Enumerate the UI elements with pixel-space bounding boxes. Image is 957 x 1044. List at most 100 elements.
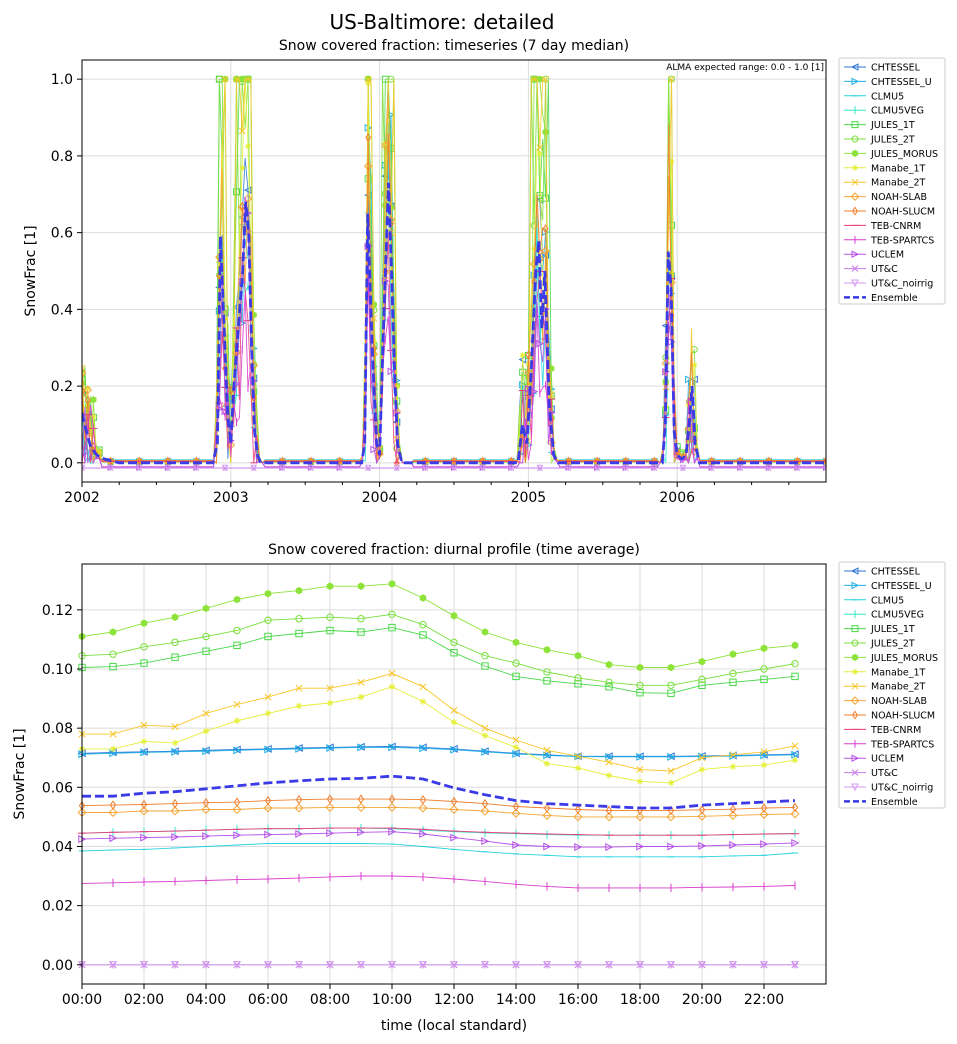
top-x-tick-label: 2002: [64, 490, 100, 506]
marker: [668, 158, 675, 165]
marker: [202, 647, 210, 655]
marker: [90, 413, 97, 420]
top-x-tick-label: 2003: [213, 490, 249, 506]
top-series-markers: [82, 75, 826, 466]
marker: [82, 386, 86, 396]
bottom-x-tick-label: 10:00: [372, 992, 412, 1008]
marker: [450, 612, 458, 620]
marker: [357, 743, 366, 752]
marker: [295, 629, 303, 638]
marker: [790, 809, 800, 819]
marker: [307, 464, 315, 472]
bottom-series-markers: [78, 669, 799, 775]
marker: [164, 464, 172, 472]
marker: [574, 843, 583, 852]
top-plot-frame: [81, 59, 827, 483]
legend-item: Ensemble: [844, 797, 918, 808]
marker: [851, 265, 859, 272]
marker: [82, 464, 86, 472]
top-y-tick-label: 0.4: [51, 302, 73, 318]
top-series-markers: [82, 212, 826, 461]
top-x-tick-label: 2004: [362, 490, 398, 506]
marker: [419, 794, 427, 805]
marker: [326, 743, 335, 752]
legend-label: Ensemble: [871, 293, 918, 304]
marker: [851, 625, 859, 633]
marker: [605, 683, 613, 691]
marker: [139, 961, 149, 970]
marker: [449, 804, 459, 815]
marker: [295, 744, 304, 753]
marker: [728, 751, 737, 760]
marker: [791, 659, 799, 668]
marker: [480, 961, 490, 970]
bottom-x-tick-label: 16:00: [558, 992, 598, 1008]
marker: [193, 464, 200, 472]
legend-label: CHTESSEL_U: [871, 581, 932, 592]
top-series-line: [82, 79, 826, 464]
marker: [388, 669, 396, 677]
marker: [851, 769, 859, 776]
marker: [215, 404, 224, 413]
marker: [605, 758, 613, 766]
top-series-markers: [82, 464, 826, 472]
bottom-y-tick-label: 0.00: [42, 958, 73, 974]
marker: [418, 743, 427, 752]
marker: [636, 752, 645, 761]
marker: [140, 619, 148, 627]
marker: [418, 961, 428, 970]
marker: [140, 738, 148, 745]
marker: [450, 719, 458, 726]
legend-label: NOAH-SLUCM: [871, 711, 935, 722]
marker: [326, 699, 334, 707]
marker: [729, 650, 737, 658]
bottom-series-markers: [78, 794, 799, 816]
marker: [387, 367, 396, 376]
bottom-x-tick-label: 18:00: [620, 992, 660, 1008]
marker: [357, 615, 365, 623]
marker: [593, 464, 601, 472]
marker: [543, 646, 551, 654]
top-y-tick-label: 1.0: [51, 72, 73, 88]
marker: [851, 149, 859, 157]
marker: [170, 961, 180, 970]
top-y-tick-label: 0.2: [51, 379, 73, 395]
marker: [636, 842, 645, 851]
marker: [250, 464, 258, 472]
bottom-series-line: [82, 686, 796, 784]
marker: [543, 746, 551, 754]
marker: [636, 681, 644, 689]
legend-frame: [838, 561, 946, 809]
top-series-line: [82, 144, 826, 465]
marker: [574, 764, 582, 772]
marker: [109, 650, 117, 658]
marker: [685, 375, 693, 384]
marker: [851, 279, 859, 288]
marker: [481, 628, 489, 636]
marker: [171, 739, 179, 747]
legend-item: JULES_1T: [844, 120, 915, 131]
marker: [264, 632, 272, 641]
marker: [604, 961, 614, 970]
legend-item: UT&C: [844, 768, 898, 779]
marker: [170, 806, 180, 816]
top-series-markers: [82, 209, 826, 471]
marker: [480, 806, 490, 816]
marker: [850, 696, 860, 705]
marker: [336, 464, 343, 472]
marker: [573, 812, 583, 822]
marker: [690, 375, 698, 384]
legend-item: CHTESSEL: [844, 63, 921, 74]
marker: [765, 464, 773, 472]
marker: [479, 464, 486, 472]
marker: [759, 961, 769, 970]
marker: [450, 833, 459, 842]
marker: [264, 745, 273, 754]
top-series-markers: [82, 75, 826, 465]
marker: [512, 659, 520, 667]
bottom-series-line: [81, 827, 796, 836]
legend-label: NOAH-SLAB: [871, 696, 927, 707]
marker: [388, 580, 396, 588]
marker: [636, 778, 644, 785]
legend-item: NOAH-SLAB: [844, 192, 927, 203]
